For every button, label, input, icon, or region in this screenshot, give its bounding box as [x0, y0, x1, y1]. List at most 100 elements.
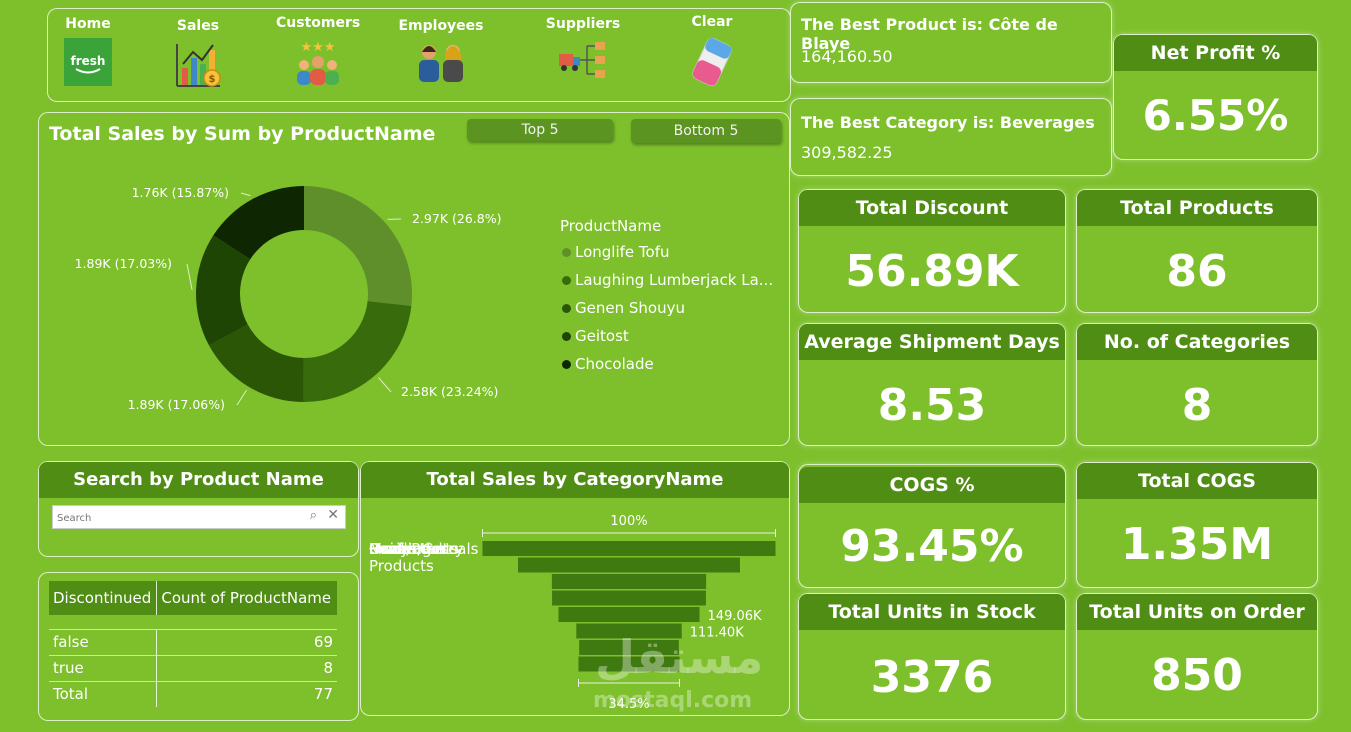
total-products-card: Total Products 86: [1076, 189, 1318, 313]
close-icon[interactable]: ✕: [327, 507, 339, 523]
table-row[interactable]: true 8: [49, 654, 337, 681]
units-stock-value: 3376: [870, 652, 994, 703]
search-title: Search by Product Name: [39, 462, 358, 498]
donut-slice[interactable]: [304, 186, 413, 307]
cogs-pct-card: COGS % 93.45%: [798, 464, 1066, 588]
slice-leader-line: [186, 263, 193, 290]
search-panel: Search by Product Name ⌕ ✕: [38, 461, 359, 557]
amazon-fresh-text: fresh: [71, 54, 106, 68]
nav-clear[interactable]: Clear: [680, 14, 744, 88]
slice-leader-line: [378, 377, 392, 393]
table-row[interactable]: false 69: [49, 628, 337, 655]
legend-label: Chocolade: [575, 355, 654, 373]
top-5-button[interactable]: Top 5: [467, 119, 613, 141]
cogs-pct-label: COGS %: [799, 467, 1065, 503]
funnel-bar[interactable]: [551, 574, 707, 589]
table-cell: 8: [156, 654, 337, 681]
total-cogs-value: 1.35M: [1120, 519, 1274, 570]
nav-home-label: Home: [65, 16, 111, 32]
legend-item-geitost[interactable]: Geitost: [562, 327, 629, 345]
slice-data-label: 2.97K (26.8%): [412, 211, 501, 226]
total-cogs-label: Total COGS: [1077, 463, 1317, 499]
funnel-value-label: 111.40K: [690, 626, 744, 641]
funnel-bar[interactable]: [518, 557, 740, 573]
units-order-label: Total Units on Order: [1077, 594, 1317, 630]
watermark-arabic: مستقل: [595, 630, 764, 684]
funnel-category-label: Seafood: [369, 540, 431, 558]
donut-slice[interactable]: [303, 301, 412, 402]
nav-sales[interactable]: Sales $: [166, 18, 230, 88]
nav-suppliers[interactable]: Suppliers: [538, 16, 628, 82]
table-cell: 77: [156, 680, 337, 707]
slice-leader-line: [236, 389, 248, 406]
funnel-bar[interactable]: [482, 541, 776, 556]
funnel-bar[interactable]: [578, 656, 680, 672]
table-cell: Total: [49, 680, 157, 707]
total-discount-value: 56.89K: [845, 246, 1019, 297]
funnel-bar[interactable]: [558, 607, 700, 622]
column-header-discontinued[interactable]: Discontinued: [49, 581, 157, 615]
best-product-card: The Best Product is: Côte de Blaye 164,1…: [790, 2, 1112, 83]
discontinued-table: Discontinued Count of ProductName false …: [49, 581, 337, 707]
funnel-bar[interactable]: [552, 590, 706, 606]
best-category-value: 309,582.25: [801, 143, 893, 162]
table-header-row: Discontinued Count of ProductName: [49, 581, 337, 615]
legend-item-longlife-tofu[interactable]: Longlife Tofu: [562, 243, 670, 261]
svg-text:$: $: [209, 74, 216, 85]
legend-item-laughing-lumberjack[interactable]: Laughing Lumberjack La...: [562, 271, 773, 289]
nav-home[interactable]: Home fresh: [58, 16, 118, 86]
donut-chart: 2.97K (26.8%) 2.58K (23.24%) 1.89K (17.06%…: [75, 185, 502, 412]
donut-slice[interactable]: [209, 324, 304, 402]
legend-label: Laughing Lumberjack La...: [575, 271, 774, 289]
amazon-fresh-icon: fresh: [64, 38, 112, 86]
eraser-icon: [692, 38, 732, 86]
donut-slice[interactable]: [213, 186, 304, 260]
net-profit-card: Net Profit % 6.55%: [1113, 34, 1318, 160]
funnel-bar[interactable]: [579, 640, 679, 655]
search-input[interactable]: [53, 508, 291, 529]
legend-dot: [562, 332, 571, 341]
nav-customers[interactable]: Customers ★★★: [276, 15, 360, 87]
table-cell: false: [49, 628, 157, 655]
num-categories-value: 8: [1181, 380, 1213, 431]
funnel-chart-panel: Total Sales by CategoryName 100% 149.06K 1…: [360, 461, 790, 716]
net-profit-value: 6.55%: [1142, 91, 1289, 140]
total-discount-card: Total Discount 56.89K: [798, 189, 1066, 313]
nav-bar: Home fresh Sales $ Customers ★★★: [47, 8, 791, 102]
funnel-bottom-percent: 34.5%: [608, 697, 649, 712]
best-category-card: The Best Category is: Beverages 309,582.…: [790, 98, 1112, 176]
table-cell: true: [49, 654, 157, 681]
watermark-latin: mostaql.com: [593, 688, 753, 713]
units-stock-card: Total Units in Stock 3376: [798, 593, 1066, 720]
funnel-category-label: Condiments: [369, 540, 459, 558]
column-header-count[interactable]: Count of ProductName: [156, 581, 337, 615]
bottom-5-button[interactable]: Bottom 5: [631, 119, 781, 143]
best-product-value: 164,160.50: [801, 47, 893, 66]
slice-data-label: 2.58K (23.24%): [401, 384, 498, 399]
slice-data-label: 1.89K (17.06%): [128, 397, 225, 412]
nav-employees-label: Employees: [398, 18, 484, 34]
svg-text:★★★: ★★★: [301, 40, 336, 55]
funnel-chart-title: Total Sales by CategoryName: [361, 462, 789, 498]
legend-item-chocolade[interactable]: Chocolade: [562, 355, 654, 373]
nav-suppliers-label: Suppliers: [545, 16, 621, 32]
funnel-bar[interactable]: [576, 623, 682, 639]
table-total-row: Total 77: [49, 680, 337, 707]
avg-shipment-card: Average Shipment Days 8.53: [798, 323, 1066, 446]
units-order-value: 850: [1151, 650, 1243, 701]
legend-dot: [562, 248, 571, 257]
total-discount-label: Total Discount: [799, 190, 1065, 226]
legend-dot: [562, 276, 571, 285]
funnel-category-label: Confections: [369, 540, 458, 558]
table-cell: 69: [156, 628, 337, 655]
total-cogs-card: Total COGS 1.35M: [1076, 462, 1318, 588]
legend-item-genen-shouyu[interactable]: Genen Shouyu: [562, 299, 685, 317]
nav-employees[interactable]: Employees: [396, 18, 486, 82]
table-row[interactable]: [49, 615, 337, 629]
search-icon[interactable]: ⌕: [309, 508, 317, 523]
customers-icon: ★★★: [297, 40, 339, 85]
net-profit-label: Net Profit %: [1114, 35, 1317, 71]
slice-leader-line: [240, 192, 251, 197]
donut-slice[interactable]: [195, 235, 251, 346]
employees-icon: [419, 45, 463, 82]
